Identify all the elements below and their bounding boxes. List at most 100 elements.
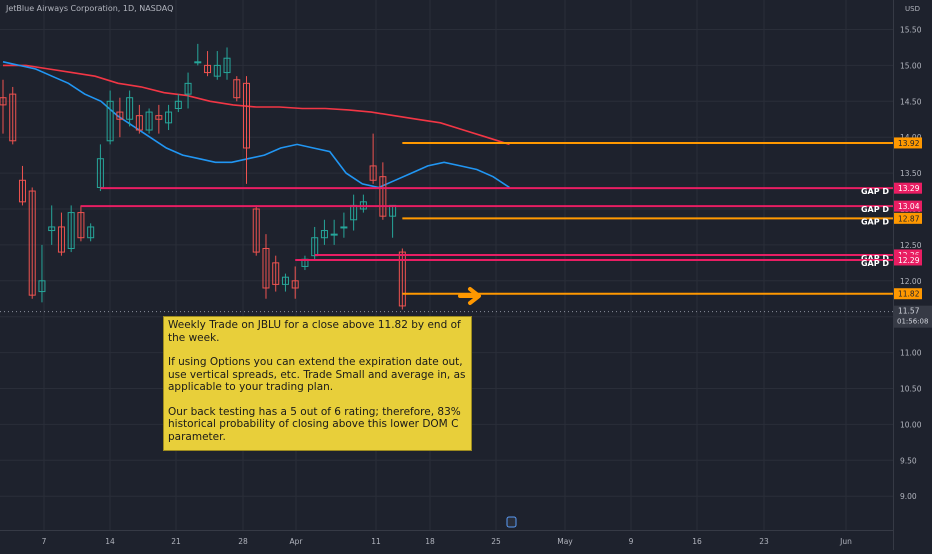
candle-body <box>77 212 85 239</box>
candle <box>67 205 75 253</box>
candle-body <box>243 82 250 149</box>
candle <box>126 90 134 127</box>
candle <box>165 104 173 131</box>
candle <box>291 266 299 299</box>
level-name-label: GAP D <box>861 254 889 263</box>
level-price-tag <box>894 288 922 300</box>
candle-body <box>87 226 95 239</box>
y-tick-label: 15.00 <box>900 61 922 70</box>
candle <box>204 51 212 77</box>
candle <box>0 79 7 134</box>
x-tick-label: Apr <box>290 537 304 546</box>
y-tick-label: 9.50 <box>900 456 917 465</box>
sma-fast-line <box>2 61 510 189</box>
candle-body <box>9 93 17 142</box>
level-name-label: GAP D <box>861 187 889 196</box>
candle-body <box>281 276 289 285</box>
candle-body <box>57 226 65 253</box>
level-price-tag <box>894 254 922 266</box>
annotation-note[interactable]: Weekly Trade on JBLU for a close above 1… <box>163 316 472 451</box>
candle <box>320 219 328 245</box>
candle-body <box>116 111 124 120</box>
candle-body <box>398 251 406 307</box>
y-tick-label: 12.50 <box>900 241 922 250</box>
candle <box>87 223 95 242</box>
last-price-text: 11.57 <box>898 307 920 316</box>
candle-body <box>379 176 387 217</box>
candle-body <box>194 61 202 64</box>
candle <box>330 219 338 245</box>
annotation-paragraph-1: Weekly Trade on JBLU for a close above 1… <box>168 319 461 344</box>
candle <box>301 255 309 271</box>
candle-body <box>106 100 114 142</box>
y-tick-label: 15.50 <box>900 26 922 35</box>
y-tick-label: 9.00 <box>900 492 917 501</box>
candle-body <box>252 208 260 253</box>
level-price-text: 13.29 <box>898 184 920 193</box>
candle <box>233 76 241 102</box>
candle <box>9 86 17 145</box>
x-tick-label: 16 <box>692 537 702 546</box>
candle-body <box>320 230 328 239</box>
level-price-tag <box>894 200 922 212</box>
candle <box>398 248 406 310</box>
grid <box>0 0 893 530</box>
chart-title: JetBlue Airways Corporation, 1D, NASDAQ <box>6 4 174 13</box>
candle <box>96 144 104 192</box>
candle-body <box>0 97 7 106</box>
x-tick-label: 11 <box>371 537 381 546</box>
candle-body <box>135 115 143 131</box>
candle-body <box>67 212 75 249</box>
earnings-marker-icon <box>506 516 517 528</box>
candle-body <box>213 64 221 77</box>
candle-body <box>330 233 338 236</box>
candle <box>116 97 124 138</box>
y-tick-label: 10.00 <box>900 420 922 429</box>
candles <box>0 43 406 310</box>
candle-body <box>126 97 134 120</box>
level-name-label: GAP D <box>861 217 889 226</box>
level-price-text: 12.87 <box>898 214 920 223</box>
candle-body <box>145 111 153 131</box>
candle-body <box>291 280 299 289</box>
candle <box>135 104 143 134</box>
candle-body <box>155 115 163 120</box>
x-tick-label: 28 <box>238 537 248 546</box>
y-tick-label: 14.50 <box>900 97 922 106</box>
candle <box>213 51 221 80</box>
candle <box>350 194 358 231</box>
candle <box>106 90 114 145</box>
candle-body <box>272 262 280 285</box>
candle-body <box>174 100 182 109</box>
candle <box>194 43 202 66</box>
level-price-tag <box>894 182 922 194</box>
x-tick-label: 7 <box>42 537 47 546</box>
y-tick-label: 12.00 <box>900 277 922 286</box>
y-tick-label: 11.00 <box>900 349 922 358</box>
candle <box>389 204 397 238</box>
x-tick-label: 21 <box>171 537 181 546</box>
level-name-label: GAP D <box>861 205 889 214</box>
x-tick-label: 25 <box>491 537 501 546</box>
y-tick-label: 10.50 <box>900 385 922 394</box>
candle <box>184 72 192 109</box>
candle <box>369 133 377 184</box>
candle <box>57 212 65 256</box>
annotation-paragraph-3: Our back testing has a 5 out of 6 rating… <box>168 405 461 443</box>
candle <box>38 244 46 303</box>
arrow-head <box>468 287 481 305</box>
candle-body <box>204 64 212 74</box>
level-name-label: GAP D <box>861 259 889 268</box>
candle-body <box>38 280 46 293</box>
candle-body <box>262 247 270 289</box>
candle-body <box>28 190 36 296</box>
level-price-text: 12.29 <box>898 256 920 265</box>
candle-body <box>165 111 173 124</box>
level-price-tag <box>894 212 922 224</box>
candle <box>359 194 367 213</box>
candle-body <box>18 179 26 203</box>
candle <box>281 273 289 292</box>
